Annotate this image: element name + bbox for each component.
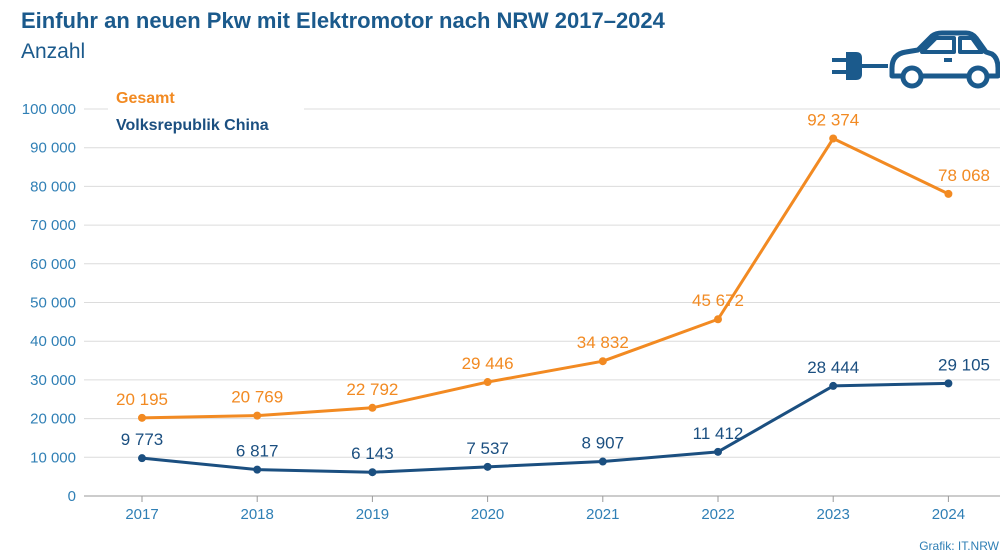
x-tick-label: 2023 [817,506,850,523]
x-tick-label: 2021 [586,506,619,523]
series-china-point [598,457,607,466]
series-gesamt-point [944,189,953,198]
data-label: 6 143 [351,444,394,463]
y-tick-label: 20 000 [30,411,76,428]
y-tick-label: 50 000 [30,295,76,312]
series-china-point [368,468,377,477]
y-tick-label: 40 000 [30,333,76,350]
y-tick-label: 100 000 [22,101,76,118]
wheel-icon [900,65,924,89]
data-label: 8 907 [582,434,625,453]
series-gesamt-point [598,357,607,366]
data-label: 28 444 [807,358,859,377]
x-tick-label: 2022 [701,506,734,523]
car-body-icon [889,30,1000,79]
data-label: 20 769 [231,388,283,407]
data-label: 22 792 [346,380,398,399]
series-china-point [253,465,262,474]
wheel-icon [966,65,990,89]
series-gesamt-point [368,403,377,412]
series-china-point [829,381,838,390]
y-tick-label: 10 000 [30,449,76,466]
data-label: 92 374 [807,111,859,130]
series-gesamt-point [138,413,146,422]
series-china-point [714,447,722,456]
x-tick-label: 2024 [932,506,965,523]
x-tick-label: 2017 [125,506,158,523]
source-credit: Grafik: IT.NRW [919,539,999,553]
series-gesamt-point [714,315,722,324]
series-china-line [140,381,950,474]
legend-item-gesamt: Gesamt [116,90,175,107]
series-china-point [944,379,953,388]
data-label: 78 068 [938,166,990,185]
data-label: 29 105 [938,355,990,374]
data-label: 34 832 [577,333,629,352]
y-tick-label: 30 000 [30,372,76,389]
series-gesamt-point [253,411,262,420]
data-label: 29 446 [462,354,514,373]
x-tick-label: 2018 [241,506,274,523]
data-label: 45 672 [692,291,744,310]
data-label: 6 817 [236,442,279,461]
data-label: 7 537 [466,439,509,458]
series-china-point [138,454,146,463]
y-tick-label: 0 [68,488,76,505]
data-label: 20 195 [116,390,168,409]
legend-background [108,84,304,142]
x-tick-label: 2019 [356,506,389,523]
data-label: 9 773 [121,430,164,449]
plug-icon [832,52,888,80]
x-tick-label: 2020 [471,506,504,523]
chart-subtitle: Anzahl [21,40,86,63]
y-tick-label: 70 000 [30,217,76,234]
series-gesamt-point [483,378,492,387]
series-gesamt-line [140,137,950,420]
series-china-point [483,462,492,471]
y-tick-label: 90 000 [30,140,76,157]
y-tick-label: 80 000 [30,178,76,195]
electric-car-icon [832,30,1000,89]
chart-title: Einfuhr an neuen Pkw mit Elektromotor na… [21,8,665,33]
series-gesamt-point [829,134,838,143]
data-label: 11 412 [693,424,744,443]
legend-item-china: Volksrepublik China [116,117,269,134]
y-tick-label: 60 000 [30,256,76,273]
